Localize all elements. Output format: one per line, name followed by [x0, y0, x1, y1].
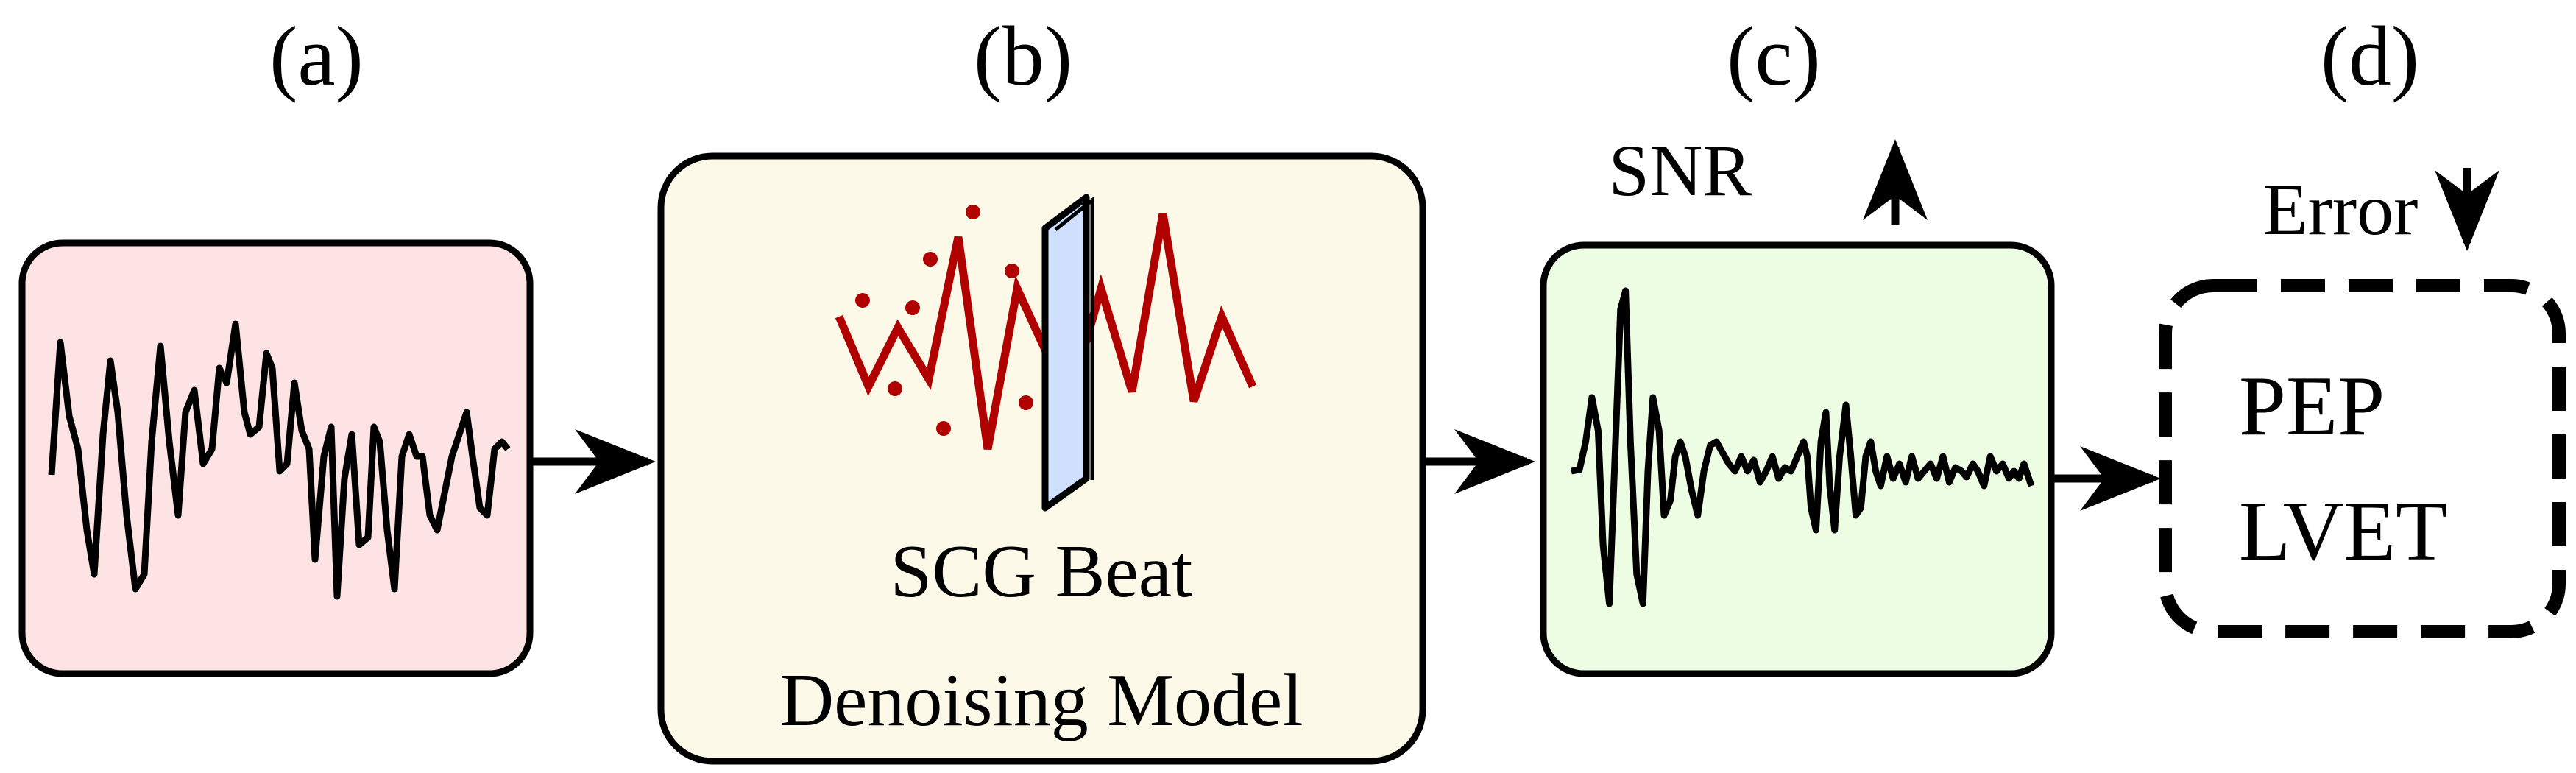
filter-plate-icon	[1045, 197, 1092, 508]
noise-dot	[855, 293, 870, 308]
output-metrics-box	[2165, 286, 2559, 632]
panel-c-label: (c)	[1727, 10, 1821, 103]
noise-dot	[936, 421, 951, 436]
noise-dot	[923, 252, 938, 267]
noise-dot	[1019, 395, 1033, 410]
output-lvet: LVET	[2239, 484, 2447, 578]
model-title-line2: Denoising Model	[779, 659, 1303, 742]
panel-a-label: (a)	[269, 10, 364, 103]
noise-dot	[905, 300, 920, 315]
noise-dot	[888, 381, 902, 396]
noise-dot	[1005, 264, 1019, 278]
model-title-line1: SCG Beat	[891, 530, 1193, 613]
panel-d-label: (d)	[2321, 10, 2419, 103]
error-label: Error	[2263, 169, 2418, 250]
noise-dot	[966, 205, 980, 219]
panel-b-label: (b)	[974, 10, 1072, 103]
snr-label: SNR	[1608, 130, 1752, 211]
output-pep: PEP	[2239, 359, 2385, 453]
